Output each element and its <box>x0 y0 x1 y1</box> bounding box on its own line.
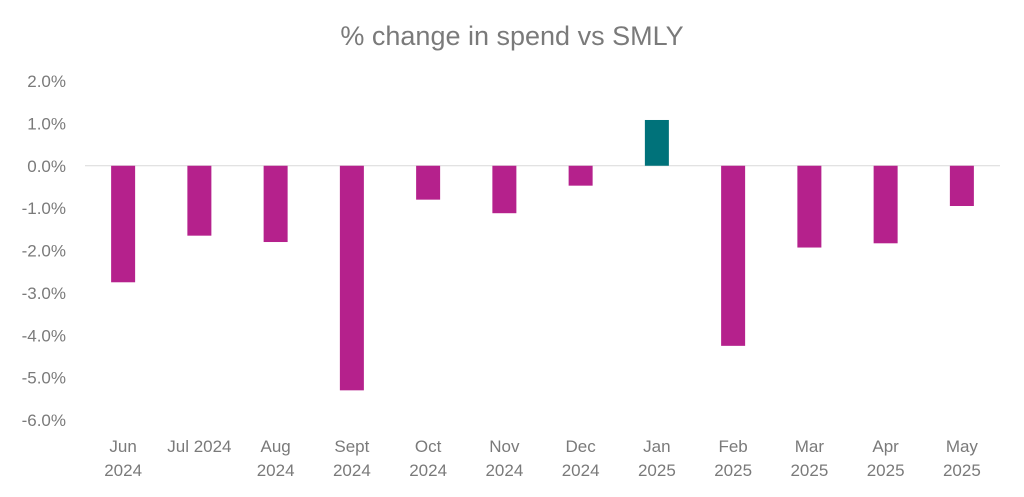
x-tick-label: Dec 2024 <box>562 437 600 480</box>
x-tick-label: May 2025 <box>943 437 981 480</box>
x-tick-label: Feb 2025 <box>714 437 752 480</box>
x-tick-label-line: Nov <box>489 437 520 456</box>
y-tick-label: -4.0% <box>22 326 66 345</box>
bar <box>949 165 974 207</box>
x-tick-label-line: 2025 <box>638 461 676 480</box>
x-tick-label-line: May <box>946 437 979 456</box>
x-tick-label: Nov 2024 <box>485 437 523 480</box>
x-tick-label: Oct 2024 <box>409 437 447 480</box>
x-tick-label-line: Feb <box>718 437 747 456</box>
y-tick-label: 0.0% <box>27 157 66 176</box>
x-tick-label-line: Oct <box>415 437 442 456</box>
bar <box>263 165 288 243</box>
bar <box>797 165 822 248</box>
bars <box>111 119 974 391</box>
bar <box>568 165 593 186</box>
x-tick-label-line: 2024 <box>409 461 447 480</box>
bar <box>873 165 898 244</box>
y-tick-label: -3.0% <box>22 284 66 303</box>
x-tick-label-line: 2024 <box>485 461 523 480</box>
y-tick-label: -1.0% <box>22 199 66 218</box>
x-tick-label-line: 2025 <box>867 461 905 480</box>
x-tick-label: Aug 2024 <box>257 437 295 480</box>
y-tick-label: -6.0% <box>22 411 66 430</box>
x-tick-label: Jan 2025 <box>638 437 676 480</box>
x-tick-label-line: 2025 <box>714 461 752 480</box>
y-tick-label: -5.0% <box>22 369 66 388</box>
x-tick-label-line: 2024 <box>104 461 142 480</box>
x-tick-label-line: Apr <box>872 437 899 456</box>
x-tick-label-line: 2025 <box>790 461 828 480</box>
x-tick-label-line: Jan <box>643 437 670 456</box>
y-tick-label: 1.0% <box>27 114 66 133</box>
x-tick-label: Jul 2024 <box>167 437 231 456</box>
bar <box>721 165 746 346</box>
x-tick-label-line: Mar <box>795 437 825 456</box>
x-tick-label-line: 2024 <box>562 461 600 480</box>
x-tick-label-line: 2025 <box>943 461 981 480</box>
x-tick-label-line: Dec <box>566 437 597 456</box>
x-tick-label-line: Aug <box>261 437 291 456</box>
y-tick-label: 2.0% <box>27 72 66 91</box>
bar <box>339 165 364 391</box>
x-tick-label-line: Sept <box>334 437 369 456</box>
bar <box>416 165 441 200</box>
x-tick-label: Sept 2024 <box>333 437 371 480</box>
x-tick-label-line: 2024 <box>333 461 371 480</box>
chart-title: % change in spend vs SMLY <box>340 21 683 51</box>
x-tick-label: Mar 2025 <box>790 437 828 480</box>
x-tick-label: Apr 2025 <box>867 437 905 480</box>
bar <box>644 119 669 166</box>
bar <box>187 165 212 236</box>
x-tick-label-line: 2024 <box>257 461 295 480</box>
bar <box>492 165 517 214</box>
x-tick-label-line: Jun <box>109 437 136 456</box>
y-axis: 2.0% 1.0% 0.0% -1.0% -2.0% -3.0% -4.0% -5.0% -6.… <box>22 72 1000 430</box>
y-tick-label: -2.0% <box>22 242 66 261</box>
x-tick-label-line: Jul 2024 <box>167 437 231 456</box>
bar <box>111 165 136 283</box>
x-tick-label: Jun 2024 <box>104 437 142 480</box>
